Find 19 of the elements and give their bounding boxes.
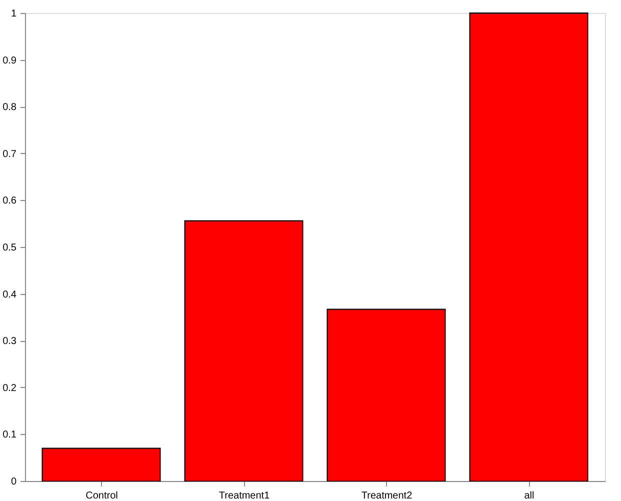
y-tick-label: 0.1: [2, 430, 17, 441]
bar: [184, 220, 304, 482]
y-tick-label: 0.3: [2, 336, 17, 348]
y-tick-label: 0.2: [2, 382, 17, 394]
x-tick-label: Control: [86, 490, 118, 501]
y-tick-label: 0: [10, 476, 17, 488]
y-tick-label: 0.4: [2, 289, 17, 300]
bar: [469, 12, 588, 482]
x-tick-label: all: [524, 490, 534, 501]
x-tick-label: Treatment1: [218, 490, 270, 501]
y-tick-label: 0.8: [2, 102, 17, 114]
y-tick-label: 0.5: [2, 242, 17, 254]
y-tick-label: 0.6: [2, 196, 17, 207]
y-tick-label: 0.9: [2, 55, 17, 66]
y-tick-label: 1: [10, 8, 17, 20]
x-tick-label: Treatment2: [361, 490, 413, 501]
bar: [42, 448, 161, 482]
bar: [326, 308, 446, 482]
y-tick-label: 0.7: [2, 148, 17, 160]
